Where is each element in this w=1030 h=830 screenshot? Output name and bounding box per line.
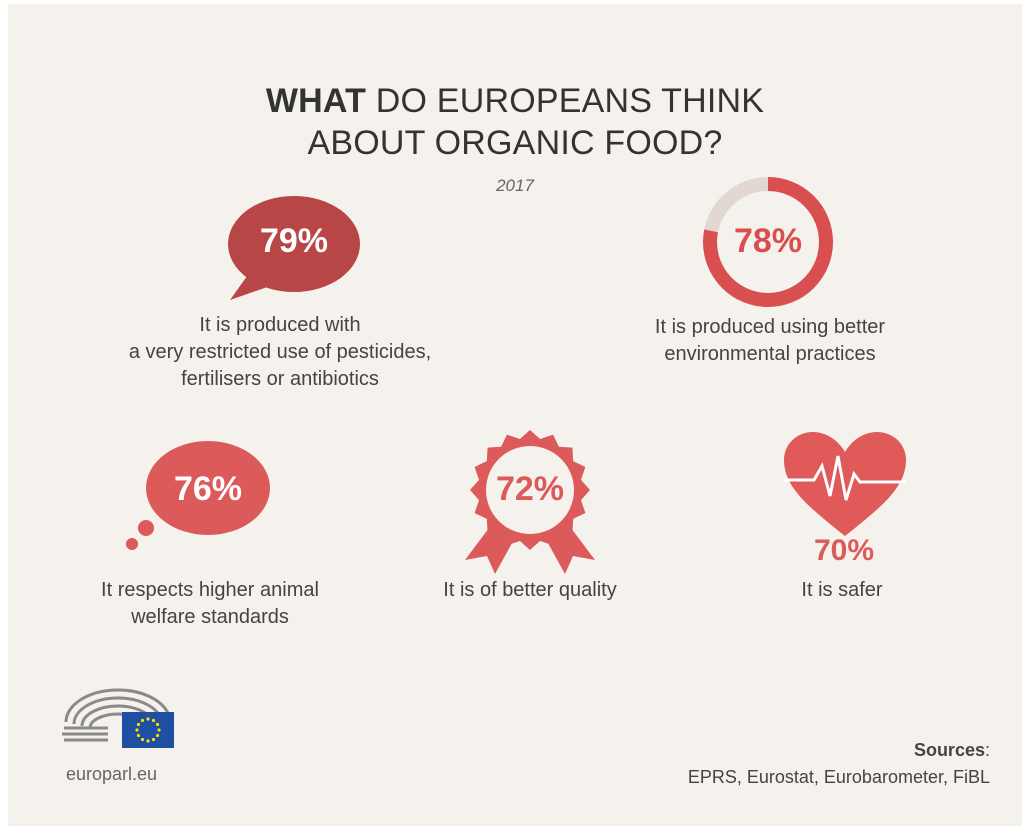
page-title: WHAT DO EUROPEANS THINK ABOUT ORGANIC FO… xyxy=(0,80,1030,164)
stat-4-percent: 72% xyxy=(495,470,565,508)
rosette-ribbon-icon xyxy=(465,430,595,574)
title-line1: DO EUROPEANS THINK xyxy=(375,82,765,120)
stat-3-text: It respects higher animal welfare standa… xyxy=(50,577,370,631)
stat-5-line-1: It is safer xyxy=(801,579,883,601)
stat-2-percent: 78% xyxy=(733,222,803,260)
stat-1-text: It is produced with a very restricted us… xyxy=(60,312,500,393)
footer-site: europarl.eu xyxy=(66,764,158,784)
thought-bubble-icon xyxy=(126,441,270,550)
eu-star xyxy=(136,722,141,727)
eu-star xyxy=(140,718,145,723)
eu-star xyxy=(146,717,150,721)
eu-star xyxy=(135,728,139,732)
stat-3-line-2: welfare standards xyxy=(131,606,289,628)
stat-3-percent: 76% xyxy=(173,470,243,508)
title-strong: WHAT xyxy=(265,82,367,120)
stat-4-line-1: It is of better quality xyxy=(443,579,617,601)
stat-2-text: It is produced using better environmenta… xyxy=(560,314,980,368)
speech-bubble-icon xyxy=(228,196,360,300)
sources-heading: Sources xyxy=(913,740,985,760)
stat-3-line-1: It respects higher animal xyxy=(101,579,319,601)
stat-1-line-1: It is produced with xyxy=(199,314,361,336)
stat-5-percent: 70% xyxy=(813,534,875,567)
year-label: 2017 xyxy=(496,176,534,195)
heartbeat-heart-icon xyxy=(784,432,906,536)
eu-star xyxy=(155,722,160,727)
donut-ring-icon xyxy=(703,177,833,307)
eu-star xyxy=(136,733,141,738)
infographic-card xyxy=(8,4,1022,826)
stat-4-text: It is of better quality xyxy=(380,577,680,604)
stat-1-line-3: fertilisers or antibiotics xyxy=(181,368,379,390)
eu-star xyxy=(155,733,160,738)
eu-star xyxy=(151,737,156,742)
donut-arc xyxy=(703,177,833,307)
stat-2-line-2: environmental practices xyxy=(664,343,876,365)
eu-star xyxy=(140,737,145,742)
eu-stars-icon xyxy=(135,717,161,743)
title-line2: ABOUT ORGANIC FOOD? xyxy=(307,124,723,162)
stat-1-line-2: a very restricted use of pesticides, xyxy=(128,341,432,363)
stat-2-line-1: It is produced using better xyxy=(654,316,886,338)
sources: Sources: EPRS, Eurostat, Eurobarometer, … xyxy=(688,737,990,791)
sources-list: EPRS, Eurostat, Eurobarometer, FiBL xyxy=(687,767,990,787)
stat-5-text: It is safer xyxy=(742,577,942,604)
stat-1-percent: 79% xyxy=(259,222,329,260)
eu-star xyxy=(146,739,150,743)
eu-star xyxy=(157,728,161,732)
european-parliament-logo xyxy=(62,688,174,748)
sources-colon: : xyxy=(984,740,990,760)
eu-star xyxy=(151,718,156,723)
